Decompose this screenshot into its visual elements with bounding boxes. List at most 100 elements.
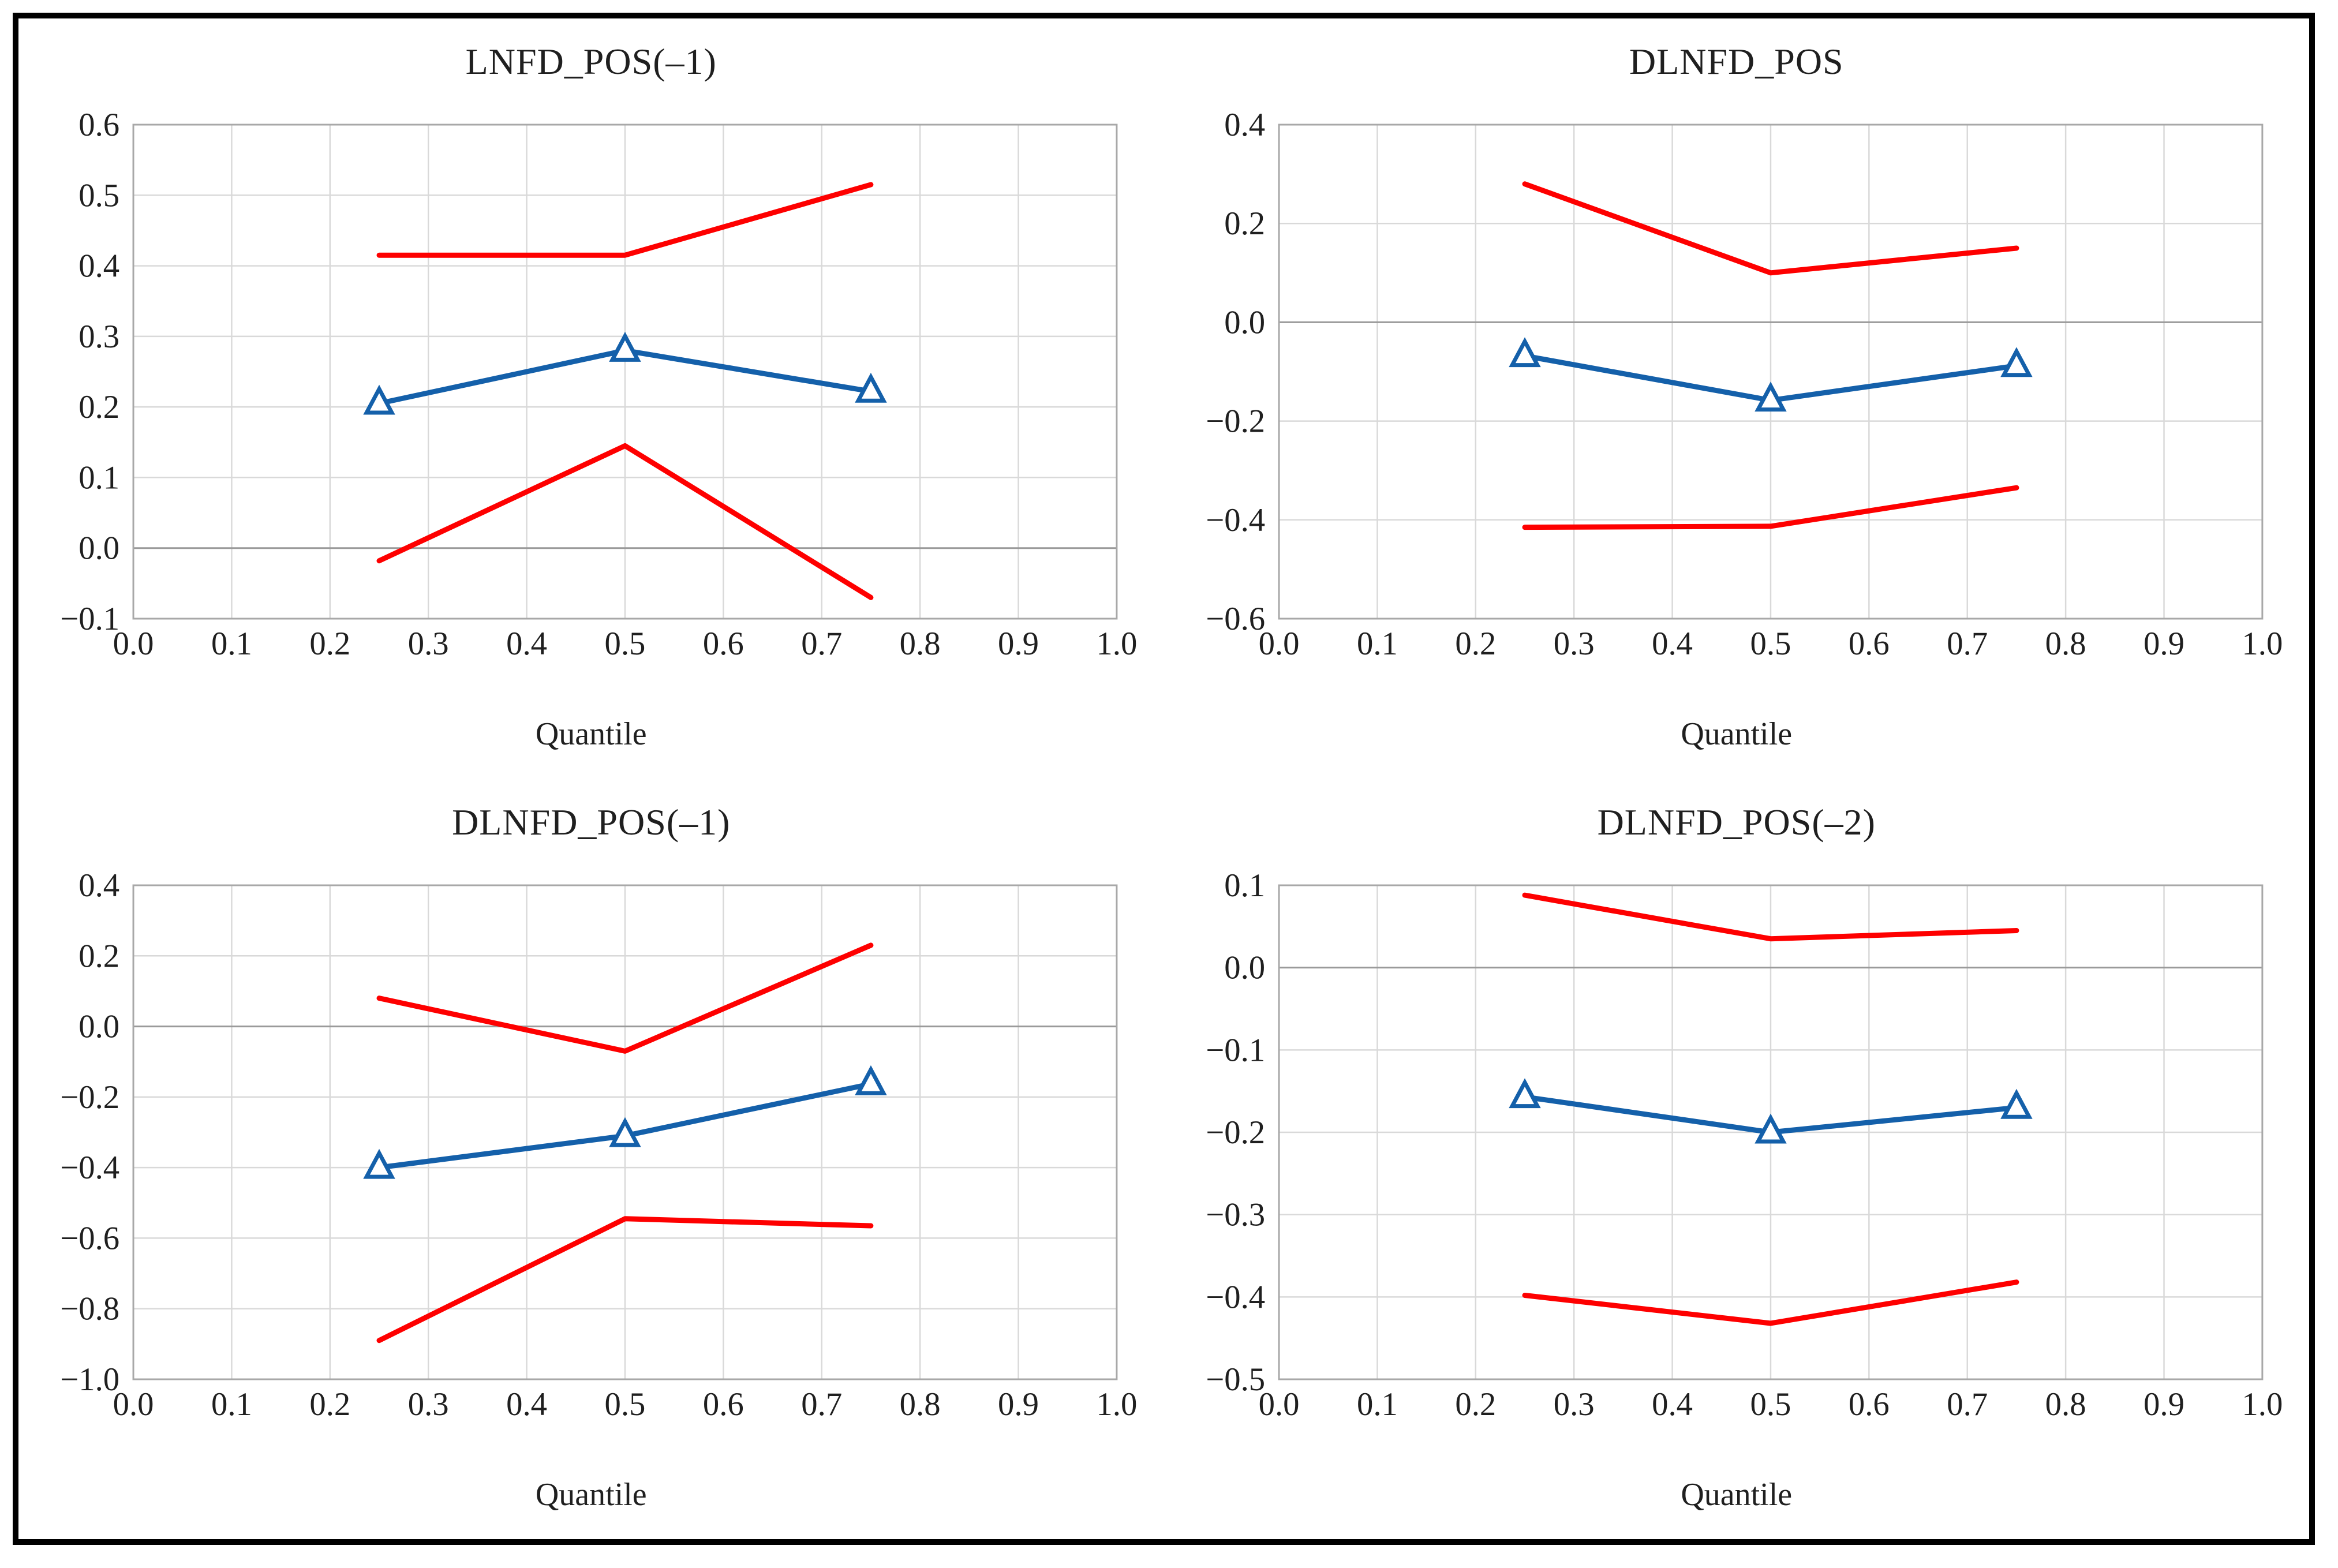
y-tick-label: −0.1 — [60, 601, 119, 637]
y-tick-label: 0.6 — [78, 110, 119, 143]
y-tick-label: 0.0 — [1224, 304, 1265, 340]
triangle-marker — [2000, 347, 2033, 377]
y-tick-label: −0.2 — [60, 1079, 119, 1115]
quantile-plot: 0.0 0.1 0.2 0.3 0.4 0.5 0.6 0.7 0.8 0.9 1.0 0.6 0.5 0… — [60, 110, 1137, 662]
quantile-plot: 0.0 0.1 0.2 0.3 0.4 0.5 0.6 0.7 0.8 0.9 1.0 0.4 0.2 0… — [1206, 110, 2283, 662]
x-tick-label: 0.7 — [1947, 1386, 1988, 1422]
x-tick-label: 0.1 — [1356, 1386, 1397, 1422]
x-tick-label: 0.5 — [605, 626, 646, 662]
x-tick-label: 0.6 — [1848, 1386, 1889, 1422]
x-tick-label: 0.1 — [211, 1386, 252, 1422]
y-tick-label: −0.2 — [1206, 403, 1265, 439]
x-tick-label: 0.8 — [2045, 1386, 2086, 1422]
triangle-marker — [1508, 337, 1541, 368]
x-tick-label: 0.9 — [2144, 1386, 2184, 1422]
x-tick-label: 0.4 — [1652, 1386, 1693, 1422]
x-tick-label: 0.2 — [309, 626, 350, 662]
y-tick-label: 0.0 — [78, 1008, 119, 1045]
x-tick-label: 0.4 — [506, 626, 547, 662]
x-tick-label: 0.2 — [309, 1386, 350, 1422]
y-tick-label: −0.4 — [1206, 502, 1265, 538]
x-axis-label: Quantile — [1681, 716, 1793, 752]
x-tick-label: 0.0 — [113, 626, 154, 662]
y-tick-label: −0.4 — [60, 1150, 119, 1186]
x-tick-label: 0.4 — [506, 1386, 547, 1422]
x-tick-label: 1.0 — [1096, 1386, 1137, 1422]
x-tick-label: 0.5 — [1750, 626, 1791, 662]
x-axis-label: Quantile — [535, 1476, 647, 1513]
triangle-marker — [1754, 381, 1787, 412]
x-tick-label: 0.1 — [1356, 626, 1397, 662]
panel-dlnfd-pos-lag2: DLNFD_POS(–2) 0.0 0.1 0.2 0.3 0.4 0.5 0.6 0.7 0.… — [1164, 779, 2310, 1540]
y-tick-label: −0.6 — [60, 1220, 119, 1256]
series-lower-ci — [1522, 1279, 2019, 1326]
x-tick-label: 0.9 — [998, 1386, 1039, 1422]
x-tick-label: 0.8 — [900, 626, 941, 662]
panel-dlnfd-pos-lag1: DLNFD_POS(–1) 0.0 0.1 0.2 0.3 0.4 0.5 0.6 0.7 0.… — [18, 779, 1164, 1540]
x-tick-label: 0.0 — [1258, 626, 1299, 662]
x-tick-label: 1.0 — [1096, 626, 1137, 662]
y-tick-label: −0.5 — [1206, 1361, 1265, 1397]
x-tick-label: 0.0 — [1258, 1386, 1299, 1422]
x-tick-label: 0.3 — [408, 1386, 449, 1422]
y-tick-label: −0.1 — [1206, 1032, 1265, 1068]
series-upper-ci — [376, 182, 874, 258]
x-tick-label: 1.0 — [2242, 626, 2283, 662]
panel-lnfd-pos-lag1: LNFD_POS(–1) 0.0 0.1 0.2 0.3 0.4 0.5 0.6 0.7 0.8… — [18, 18, 1164, 779]
y-tick-label: −0.3 — [1206, 1196, 1265, 1233]
x-tick-label: 0.3 — [408, 626, 449, 662]
chart-title: LNFD_POS(–1) — [465, 41, 717, 82]
y-tick-label: −0.6 — [1206, 601, 1265, 637]
triangle-marker — [2000, 1088, 2033, 1119]
x-tick-label: 0.7 — [801, 1386, 842, 1422]
y-tick-label: −1.0 — [60, 1361, 119, 1397]
chart-title: DLNFD_POS(–1) — [452, 801, 731, 843]
series-lower-ci — [376, 1215, 874, 1343]
x-tick-label: 0.8 — [900, 1386, 941, 1422]
series-upper-ci — [1522, 181, 2019, 276]
y-tick-label: 0.4 — [1224, 110, 1265, 143]
x-tick-label: 0.7 — [801, 626, 842, 662]
x-tick-label: 0.8 — [2045, 626, 2086, 662]
x-tick-label: 0.9 — [998, 626, 1039, 662]
chart-title: DLNFD_POS — [1629, 41, 1844, 82]
x-tick-label: 0.5 — [605, 1386, 646, 1422]
y-tick-label: 0.1 — [78, 459, 119, 496]
x-tick-label: 1.0 — [2242, 1386, 2283, 1422]
triangle-marker — [855, 1065, 887, 1095]
y-tick-label: 0.0 — [1224, 949, 1265, 986]
triangle-marker — [1754, 1113, 1787, 1143]
panel-dlnfd-pos: DLNFD_POS 0.0 0.1 0.2 0.3 0.4 0.5 0.6 0.7 0.8 0.9… — [1164, 18, 2310, 779]
figure-border: LNFD_POS(–1) 0.0 0.1 0.2 0.3 0.4 0.5 0.6 0.7 0.8… — [13, 13, 2315, 1545]
x-tick-label: 0.2 — [1455, 626, 1496, 662]
x-tick-label: 0.3 — [1553, 1386, 1594, 1422]
y-tick-label: 0.4 — [78, 248, 119, 284]
series-lower-ci — [1522, 485, 2019, 530]
x-tick-label: 0.6 — [703, 1386, 744, 1422]
x-tick-label: 0.3 — [1553, 626, 1594, 662]
triangle-marker — [855, 372, 887, 403]
triangle-marker — [609, 331, 641, 362]
y-tick-label: −0.8 — [60, 1290, 119, 1327]
chart-title: DLNFD_POS(–2) — [1597, 801, 1876, 843]
x-tick-label: 0.4 — [1652, 626, 1693, 662]
series-upper-ci — [376, 942, 874, 1054]
x-tick-label: 0.9 — [2144, 626, 2184, 662]
x-tick-label: 0.0 — [113, 1386, 154, 1422]
plot-frame — [1278, 124, 2263, 620]
triangle-marker — [609, 1117, 641, 1147]
x-tick-label: 0.6 — [703, 626, 744, 662]
y-tick-label: 0.5 — [78, 177, 119, 214]
y-tick-label: 0.1 — [1224, 870, 1265, 904]
triangle-marker — [363, 1148, 395, 1179]
y-tick-label: −0.2 — [1206, 1114, 1265, 1150]
quantile-plot: 0.0 0.1 0.2 0.3 0.4 0.5 0.6 0.7 0.8 0.9 1.0 0.4 0.2 0… — [60, 870, 1137, 1423]
x-tick-label: 0.6 — [1848, 626, 1889, 662]
triangle-marker — [363, 384, 395, 415]
x-axis-label: Quantile — [535, 716, 647, 752]
plot-frame — [132, 884, 1118, 1380]
panel-grid: LNFD_POS(–1) 0.0 0.1 0.2 0.3 0.4 0.5 0.6 0.7 0.8… — [18, 18, 2309, 1539]
plot-frame — [132, 124, 1118, 620]
series-lower-ci — [376, 443, 874, 600]
